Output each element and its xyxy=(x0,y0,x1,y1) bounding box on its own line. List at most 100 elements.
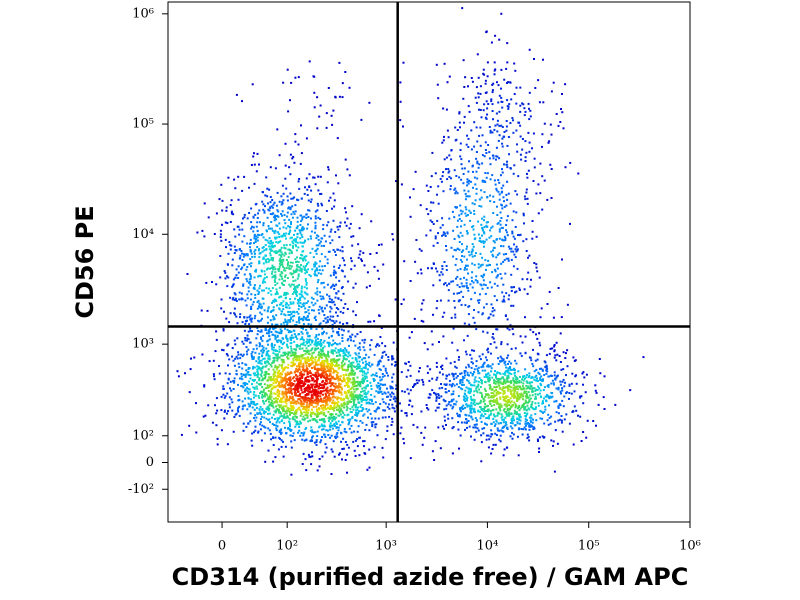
event-dot xyxy=(441,386,444,389)
event-dot xyxy=(365,402,368,405)
event-dot xyxy=(377,385,380,388)
event-dot xyxy=(423,342,426,345)
event-dot xyxy=(490,41,493,44)
event-dot xyxy=(506,426,509,429)
event-dot xyxy=(313,231,316,234)
event-dot xyxy=(335,408,338,411)
event-dot xyxy=(314,336,317,339)
event-dot xyxy=(473,371,476,373)
event-dot xyxy=(505,370,508,373)
event-dot xyxy=(560,368,563,371)
event-dot xyxy=(343,362,346,365)
event-dot xyxy=(236,357,239,360)
event-dot xyxy=(302,343,305,346)
event-dot xyxy=(376,364,379,367)
event-dot xyxy=(218,198,221,201)
event-dot xyxy=(247,422,250,425)
event-dot xyxy=(495,434,498,436)
event-dot xyxy=(270,227,273,230)
event-dot xyxy=(351,406,354,409)
event-dot xyxy=(361,394,364,397)
event-dot xyxy=(363,389,366,392)
event-dot xyxy=(313,263,316,266)
event-dot xyxy=(471,384,474,387)
event-dot xyxy=(350,392,353,395)
event-dot xyxy=(359,331,362,333)
event-dot xyxy=(256,375,259,378)
event-dot xyxy=(338,327,341,330)
event-dot xyxy=(257,212,259,215)
event-dot xyxy=(290,250,293,253)
event-dot xyxy=(555,387,558,390)
event-dot xyxy=(323,330,325,333)
event-dot xyxy=(471,80,474,83)
event-dot xyxy=(316,247,319,250)
event-dot xyxy=(249,420,252,423)
event-dot xyxy=(473,145,476,148)
event-dot xyxy=(384,402,387,405)
event-dot xyxy=(545,366,548,369)
event-dot xyxy=(527,102,530,105)
event-dot xyxy=(493,61,496,64)
event-dot xyxy=(223,410,226,413)
event-dot xyxy=(287,310,290,313)
event-dot xyxy=(314,274,317,277)
event-dot xyxy=(286,264,289,267)
event-dot xyxy=(471,280,473,283)
event-dot xyxy=(253,408,256,411)
event-dot xyxy=(550,382,553,385)
event-dot xyxy=(512,250,515,253)
event-dot xyxy=(308,60,311,63)
event-dot xyxy=(258,396,261,399)
event-dot xyxy=(525,191,528,194)
event-dot xyxy=(327,250,330,253)
event-dot xyxy=(466,214,469,216)
event-dot xyxy=(273,250,276,253)
event-dot xyxy=(240,353,242,356)
event-dot xyxy=(603,408,606,410)
event-dot xyxy=(364,399,366,401)
event-dot xyxy=(472,228,475,231)
event-dot xyxy=(352,440,355,443)
event-dot xyxy=(479,92,482,95)
event-dot xyxy=(347,337,350,340)
event-dot xyxy=(536,438,539,441)
event-dot xyxy=(266,267,269,270)
x-axis-title: CD314 (purified azide free) / GAM APC xyxy=(172,563,689,591)
event-dot xyxy=(328,235,331,238)
event-dot xyxy=(320,237,323,240)
event-dot xyxy=(431,151,434,154)
event-dot xyxy=(463,322,466,325)
event-dot xyxy=(395,384,398,387)
event-dot xyxy=(273,232,276,234)
event-dot xyxy=(491,89,494,92)
event-dot xyxy=(286,340,289,343)
event-dot xyxy=(344,358,347,361)
event-dot xyxy=(564,381,566,384)
event-dot xyxy=(477,311,480,314)
event-dot xyxy=(243,329,246,332)
event-dot xyxy=(315,344,318,347)
event-dot xyxy=(370,421,373,424)
event-dot xyxy=(264,360,267,363)
event-dot xyxy=(541,369,544,372)
event-dot xyxy=(484,82,487,85)
event-dot xyxy=(493,268,496,271)
event-dot xyxy=(237,277,240,279)
event-dot xyxy=(499,360,502,363)
event-dot xyxy=(289,243,292,246)
event-dot xyxy=(208,360,211,363)
event-dot xyxy=(288,218,291,221)
event-dot xyxy=(490,404,493,407)
event-dot xyxy=(255,347,258,350)
event-dot xyxy=(514,291,516,294)
event-dot xyxy=(305,292,308,295)
event-dot xyxy=(541,145,543,148)
event-dot xyxy=(275,427,278,430)
event-dot xyxy=(481,312,484,315)
event-dot xyxy=(228,403,231,406)
event-dot xyxy=(375,252,378,254)
event-dot xyxy=(555,400,558,403)
event-dot xyxy=(318,465,321,468)
